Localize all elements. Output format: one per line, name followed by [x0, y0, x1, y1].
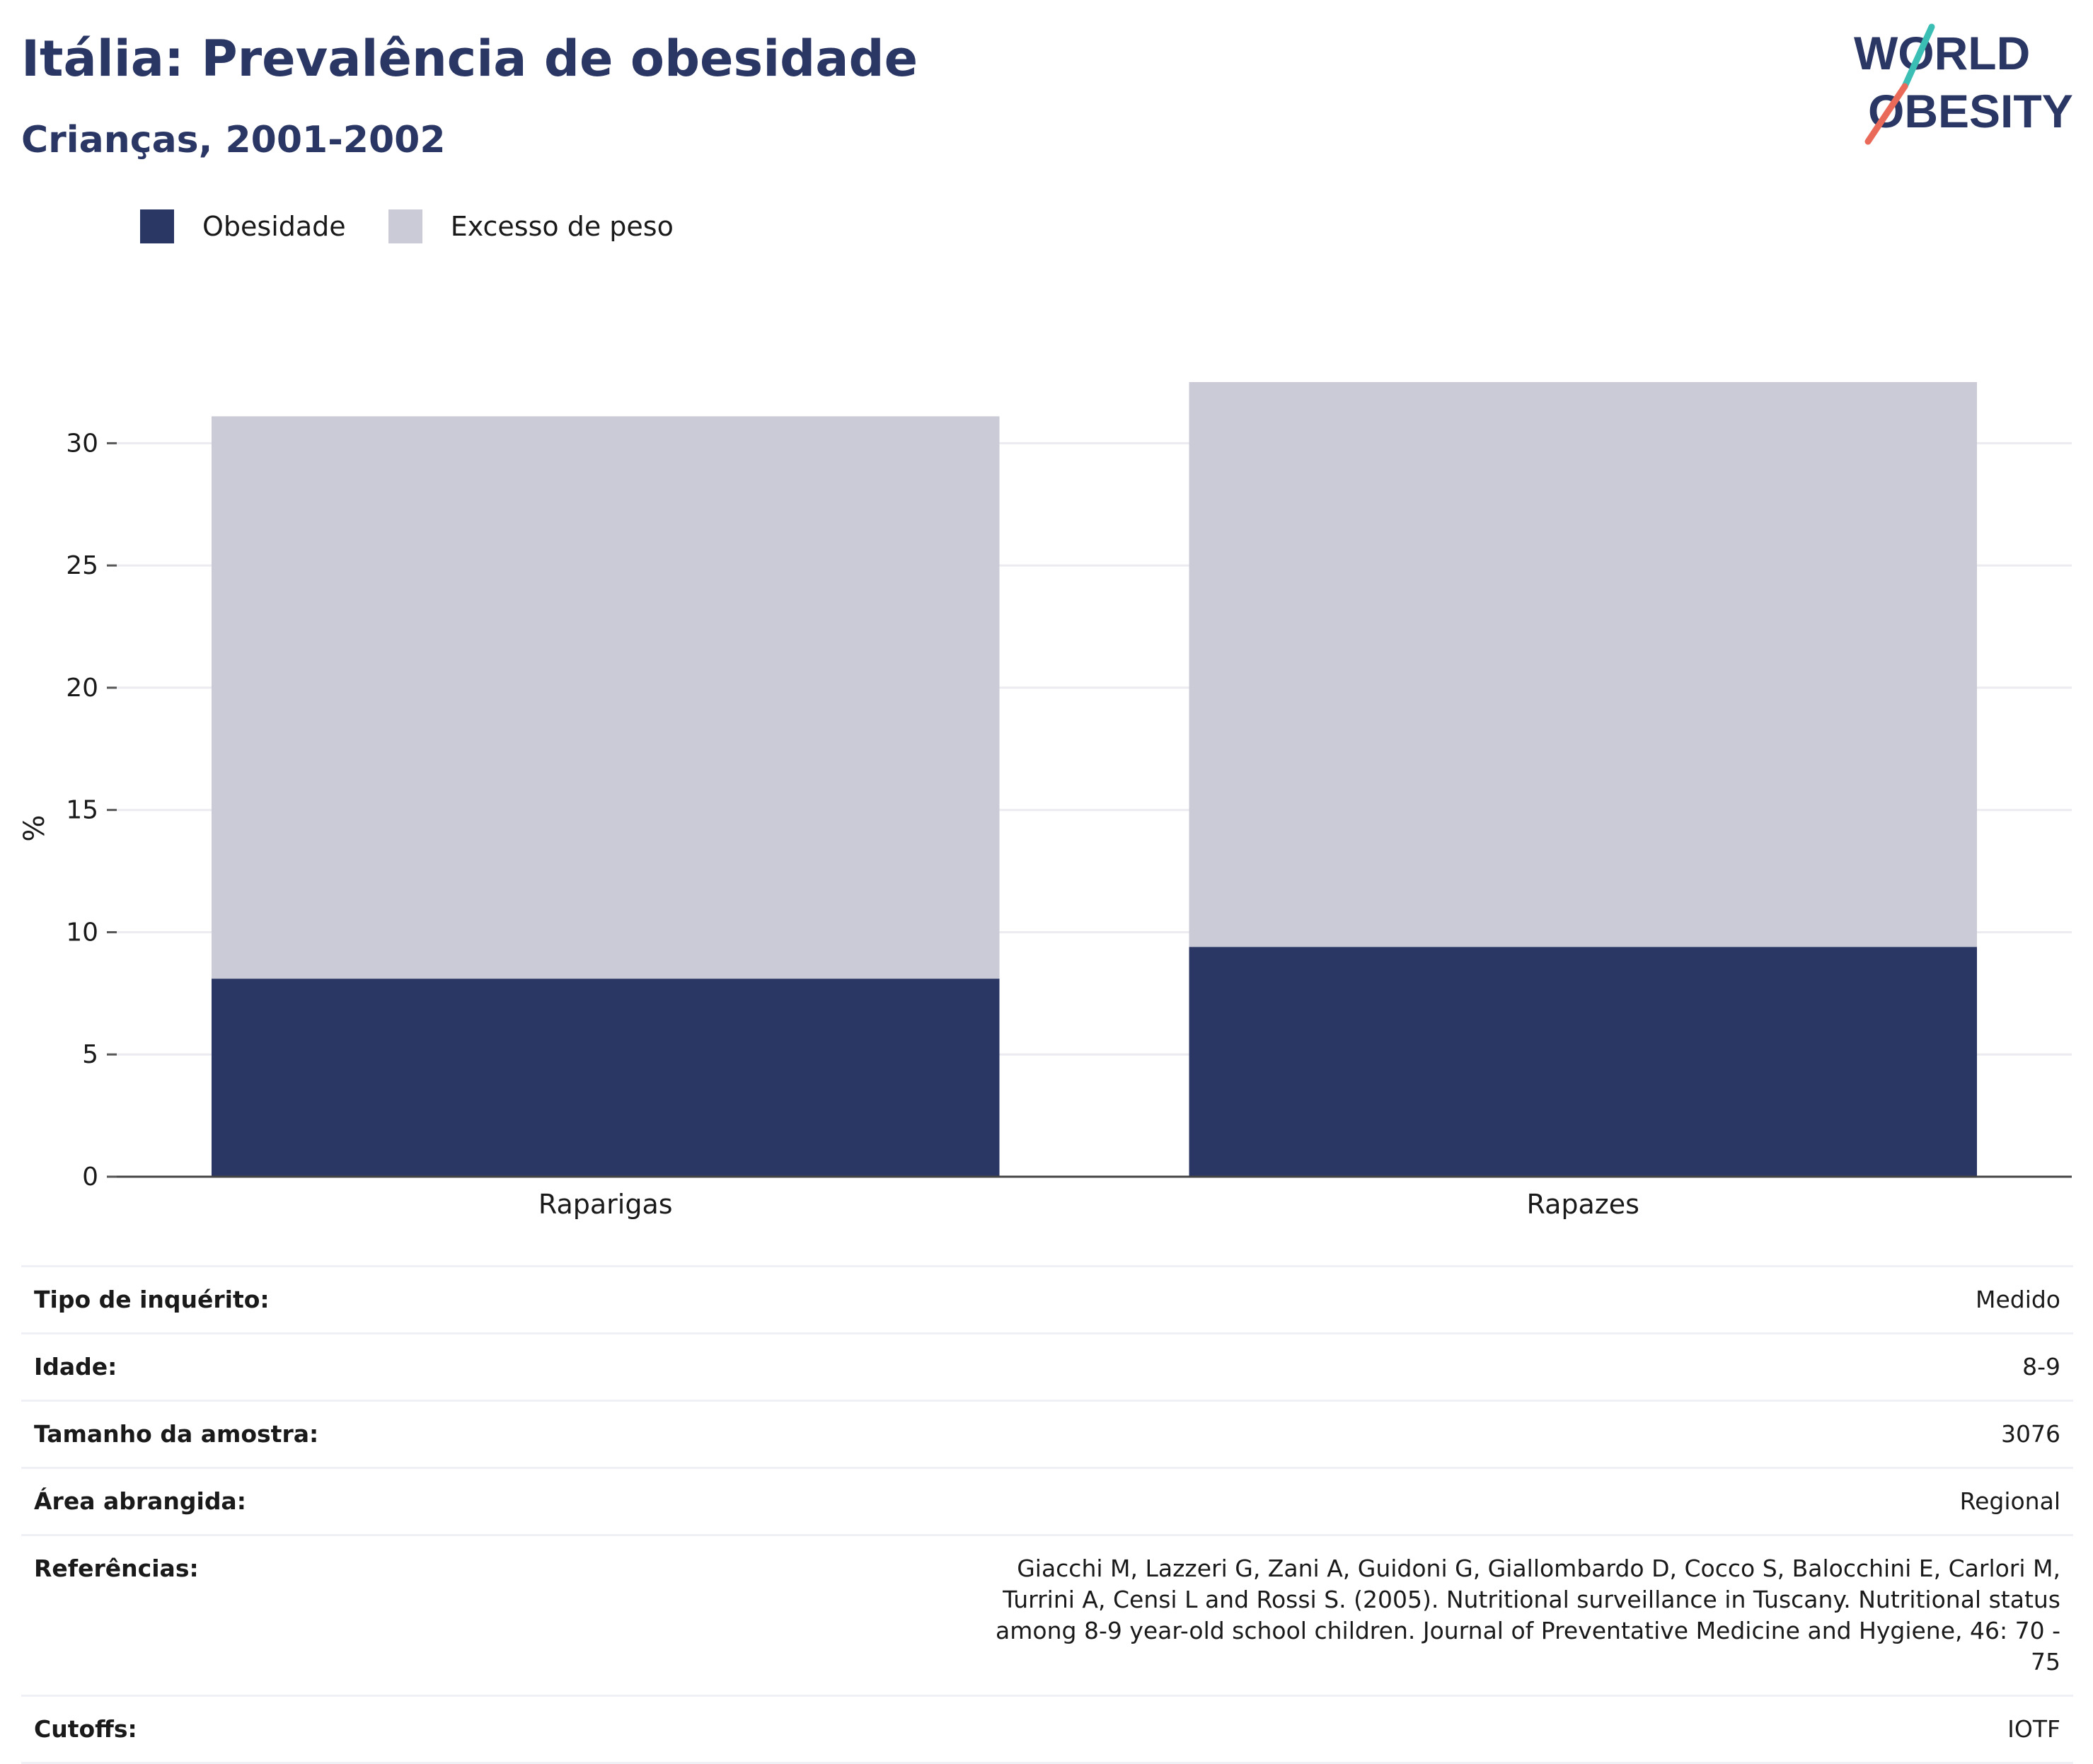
stacked-bar-chart: 0 5 10 15 20 25 30% Raparigas Rapazes	[18, 382, 2072, 1220]
x-tick-label: Raparigas	[538, 1189, 673, 1220]
y-tick-label: 20	[66, 674, 98, 703]
legend-item-excesso-de-peso[interactable]: Excesso de peso	[388, 209, 674, 243]
info-label: Cutoffs:	[34, 1715, 137, 1743]
legend-item-obesidade[interactable]: Obesidade	[140, 209, 346, 243]
survey-info-table: Tipo de inquérito: Medido Idade: 8-9 Tam…	[21, 1265, 2073, 1764]
logo-slash-bottom	[1864, 83, 1908, 145]
y-axis-label: %	[18, 815, 51, 842]
y-tick-label: 10	[66, 918, 98, 947]
legend-swatch-excesso-de-peso	[388, 209, 422, 243]
info-value: 8-9	[2022, 1353, 2060, 1380]
y-tick-label: 30	[66, 429, 98, 458]
legend-label-obesidade: Obesidade	[202, 211, 346, 242]
logo-slash-top	[1901, 23, 1935, 90]
legend-swatch-obesidade	[140, 209, 174, 243]
info-row-tipo-de-inquerito: Tipo de inquérito: Medido	[21, 1266, 2073, 1334]
info-value-references: Giacchi M, Lazzeri G, Zani A, Guidoni G,…	[996, 1555, 2060, 1676]
y-tick-label: 15	[66, 796, 98, 825]
y-tick-label: 5	[82, 1040, 98, 1069]
bar-excesso-de-peso	[1189, 382, 1977, 947]
chart-title: Itália: Prevalência de obesidade	[21, 30, 918, 88]
bar-excesso-de-peso	[212, 416, 1000, 979]
bar-obesidade	[212, 979, 1000, 1177]
chart-legend: Obesidade Excesso de peso	[140, 209, 716, 243]
bar-obesidade	[1189, 947, 1977, 1177]
info-label: Área abrangida:	[34, 1487, 246, 1515]
info-label: Referências:	[34, 1555, 199, 1582]
info-row-tamanho-da-amostra: Tamanho da amostra: 3076	[21, 1400, 2073, 1468]
info-value: Medido	[1975, 1286, 2060, 1313]
legend-label-excesso-de-peso: Excesso de peso	[450, 211, 674, 242]
world-obesity-logo: WORLD OBESITY	[1854, 23, 2073, 145]
y-tick-label: 25	[66, 551, 98, 580]
y-tick-label: 0	[82, 1163, 98, 1192]
info-value: 3076	[2001, 1420, 2060, 1448]
x-tick-label: Rapazes	[1527, 1189, 1639, 1220]
info-row-area-abrangida: Área abrangida: Regional	[21, 1468, 2073, 1535]
info-value: Regional	[1959, 1487, 2060, 1515]
info-row-referencias: Referências: Giacchi M, Lazzeri G, Zani …	[21, 1535, 2073, 1696]
info-row-cutoffs: Cutoffs: IOTF	[21, 1695, 2073, 1763]
logo-line1: WORLD	[1854, 27, 2030, 79]
info-value: IOTF	[2007, 1715, 2060, 1743]
info-label: Tamanho da amostra:	[34, 1420, 319, 1448]
chart-subtitle: Crianças, 2001-2002	[21, 119, 446, 161]
info-label: Tipo de inquérito:	[34, 1286, 270, 1313]
info-row-idade: Idade: 8-9	[21, 1333, 2073, 1401]
info-label: Idade:	[34, 1353, 117, 1380]
